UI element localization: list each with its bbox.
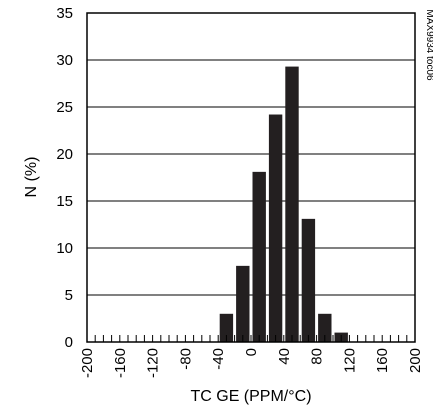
- x-tick-label: -80: [177, 348, 194, 370]
- y-axis-ticks: 0 5 10 15 20 25 30 35: [56, 5, 73, 351]
- x-axis-title: TC GE (PPM/°C): [190, 388, 311, 405]
- x-tick-label: -200: [79, 348, 96, 378]
- x-tick-label: 0: [243, 348, 260, 356]
- plot-frame: [86, 12, 416, 343]
- histogram-bar: [318, 313, 332, 342]
- histogram-bar: [219, 313, 234, 342]
- x-tick-label: 200: [407, 348, 424, 373]
- y-tick-label: 35: [56, 5, 73, 22]
- x-tick-label: -40: [210, 348, 227, 370]
- x-tick-label: -160: [112, 348, 129, 378]
- x-tick-label: 40: [276, 348, 293, 365]
- y-tick-label: 20: [56, 146, 73, 163]
- y-tick-label: 30: [56, 52, 73, 69]
- bar-series: [219, 66, 348, 343]
- histogram-bar: [252, 171, 266, 342]
- y-tick-label: 0: [65, 334, 73, 351]
- y-tick-label: 15: [56, 193, 73, 210]
- y-axis-title: N (%): [23, 157, 40, 198]
- x-axis-ticks: -200 -160 -120 -80 -40 0 40 80 120 160 200: [79, 335, 424, 378]
- x-tick-label: 80: [309, 348, 326, 365]
- y-tick-label: 25: [56, 99, 73, 116]
- x-tick-label: 160: [374, 348, 391, 373]
- histogram-bar: [285, 66, 299, 342]
- y-tick-label: 5: [65, 287, 73, 304]
- x-tick-label: -120: [145, 348, 162, 378]
- y-tick-label: 10: [56, 240, 73, 257]
- x-tick-label: 120: [341, 348, 358, 373]
- histogram-bar: [268, 114, 283, 343]
- figure-code-note: MAX9934 toc06: [424, 9, 433, 81]
- histogram-bar: [236, 265, 250, 342]
- histogram-bar: [301, 218, 316, 342]
- grid-lines: [87, 59, 415, 296]
